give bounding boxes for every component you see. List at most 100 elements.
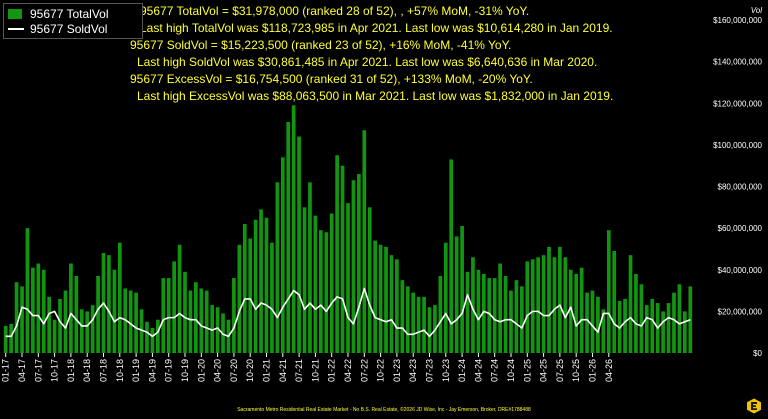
bar-totalvol (264, 217, 269, 353)
bar-totalvol (85, 311, 90, 354)
x-tick-label: 04-26 (604, 359, 614, 382)
bar-totalvol (63, 290, 68, 353)
x-tick-label: 01-20 (196, 359, 206, 382)
bar-totalvol (650, 298, 655, 353)
x-tick-label: 07-24 (490, 359, 500, 382)
x-tick-label: 04-18 (82, 359, 92, 382)
bar-totalvol (666, 303, 671, 353)
x-tick-label: 07-21 (294, 359, 304, 382)
bar-totalvol (286, 121, 291, 353)
bar-totalvol (313, 215, 318, 353)
bar-totalvol (568, 269, 573, 353)
bar-totalvol (329, 213, 334, 353)
bar-totalvol (248, 238, 253, 353)
bar-totalvol (460, 226, 464, 353)
bar-totalvol (634, 273, 638, 353)
bar-totalvol (628, 255, 633, 353)
x-tick-label: 10-22 (376, 359, 386, 382)
annotation-total-high-low: Last high TotalVol was $118,723,985 in A… (140, 21, 613, 35)
bar-totalvol (14, 282, 19, 353)
bar-totalvol (443, 242, 448, 353)
bar-totalvol (25, 228, 30, 354)
y-tick-label: $160,000,000 (713, 16, 762, 25)
bar-totalvol (525, 261, 530, 353)
y-tick-label: $120,000,000 (713, 99, 762, 108)
x-tick-label: 04-24 (473, 359, 483, 382)
x-tick-label: 10-25 (571, 359, 581, 382)
bar-totalvol (596, 296, 600, 353)
x-tick-label: 07-22 (359, 359, 369, 382)
x-tick-label: 07-23 (425, 359, 435, 382)
bar-totalvol (318, 230, 323, 353)
bar-totalvol (612, 251, 617, 353)
x-tick-label: 07-19 (164, 359, 174, 382)
bar-totalvol (156, 319, 160, 353)
bar-totalvol (275, 182, 280, 353)
bar-totalvol (36, 263, 41, 353)
y-tick-label: $20,000,000 (718, 307, 763, 316)
bar-totalvol (302, 207, 307, 353)
bar-totalvol (623, 298, 627, 353)
bar-totalvol (688, 286, 693, 353)
bar-totalvol (558, 246, 562, 353)
x-tick-label: 07-18 (99, 359, 109, 382)
bar-totalvol (357, 174, 361, 353)
bar-totalvol (308, 182, 312, 353)
x-tick-label: 04-23 (408, 359, 418, 382)
x-tick-label: 07-20 (229, 359, 239, 382)
bar-totalvol (601, 309, 606, 353)
bar-totalvol (378, 244, 383, 353)
bar-totalvol (498, 263, 502, 353)
x-tick-label: 01-17 (1, 359, 11, 382)
bar-totalvol (639, 284, 644, 353)
bar-totalvol (253, 219, 258, 353)
x-tick-label: 10-20 (245, 359, 255, 382)
y-tick-label: $0 (753, 349, 762, 358)
annotation-sold-current: 95677 SoldVol = $15,223,500 (ranked 23 o… (130, 38, 512, 52)
bar-totalvol (384, 246, 388, 353)
x-tick-label: 10-18 (115, 359, 125, 382)
bar-totalvol (204, 290, 209, 353)
legend-swatch-soldvol (8, 28, 24, 30)
bar-totalvol (362, 130, 367, 353)
x-tick-label: 10-19 (180, 359, 190, 382)
bar-totalvol (471, 257, 475, 353)
bar-totalvol (259, 209, 263, 353)
line-layer (5, 287, 691, 338)
legend-label-soldvol: 95677 SoldVol (30, 22, 108, 36)
x-tick-label: 04-19 (147, 359, 157, 382)
bar-totalvol (395, 259, 399, 353)
bar-totalvol (215, 307, 220, 353)
bar-totalvol (514, 280, 519, 353)
y-axis: $0 $20,000,000 $40,000,000 $60,000,000 $80,0… (713, 16, 762, 358)
bar-totalvol (52, 319, 57, 353)
bar-totalvol (476, 269, 481, 353)
bar-totalvol (574, 273, 579, 353)
bar-totalvol (520, 286, 524, 353)
bar-totalvol (487, 278, 492, 353)
bar-totalvol (74, 275, 79, 353)
x-tick-label: 01-24 (457, 359, 467, 382)
legend-swatch-totalvol (8, 9, 22, 19)
bar-totalvol (270, 242, 274, 353)
bar-totalvol (232, 278, 236, 353)
bar-totalvol (438, 275, 443, 353)
bar-totalvol (210, 305, 215, 353)
bar-totalvol (280, 157, 285, 353)
bar-totalvol (297, 136, 301, 353)
bar-totalvol (139, 309, 144, 353)
bar-totalvol (449, 159, 454, 353)
bar-totalvol (405, 286, 410, 353)
x-tick-label: 10-17 (50, 359, 60, 382)
y-axis-title: Vol (751, 6, 762, 15)
legend-label-totalvol: 95677 TotalVol (30, 7, 109, 21)
annotation-excess-high-low: Last high ExcessVol was $88,063,500 in M… (137, 89, 614, 103)
bar-totalvol (541, 255, 546, 353)
bar-totalvol (367, 207, 372, 353)
footer-credit: Sacramento Metro Residential Real Estate… (237, 407, 531, 413)
annotation-total-current: 95677 TotalVol = $31,978,000 (ranked 28 … (140, 4, 530, 18)
bar-totalvol (585, 292, 589, 353)
x-tick-label: 01-18 (66, 359, 76, 382)
x-tick-label: 01-22 (327, 359, 337, 382)
bar-totalvol (400, 280, 405, 353)
